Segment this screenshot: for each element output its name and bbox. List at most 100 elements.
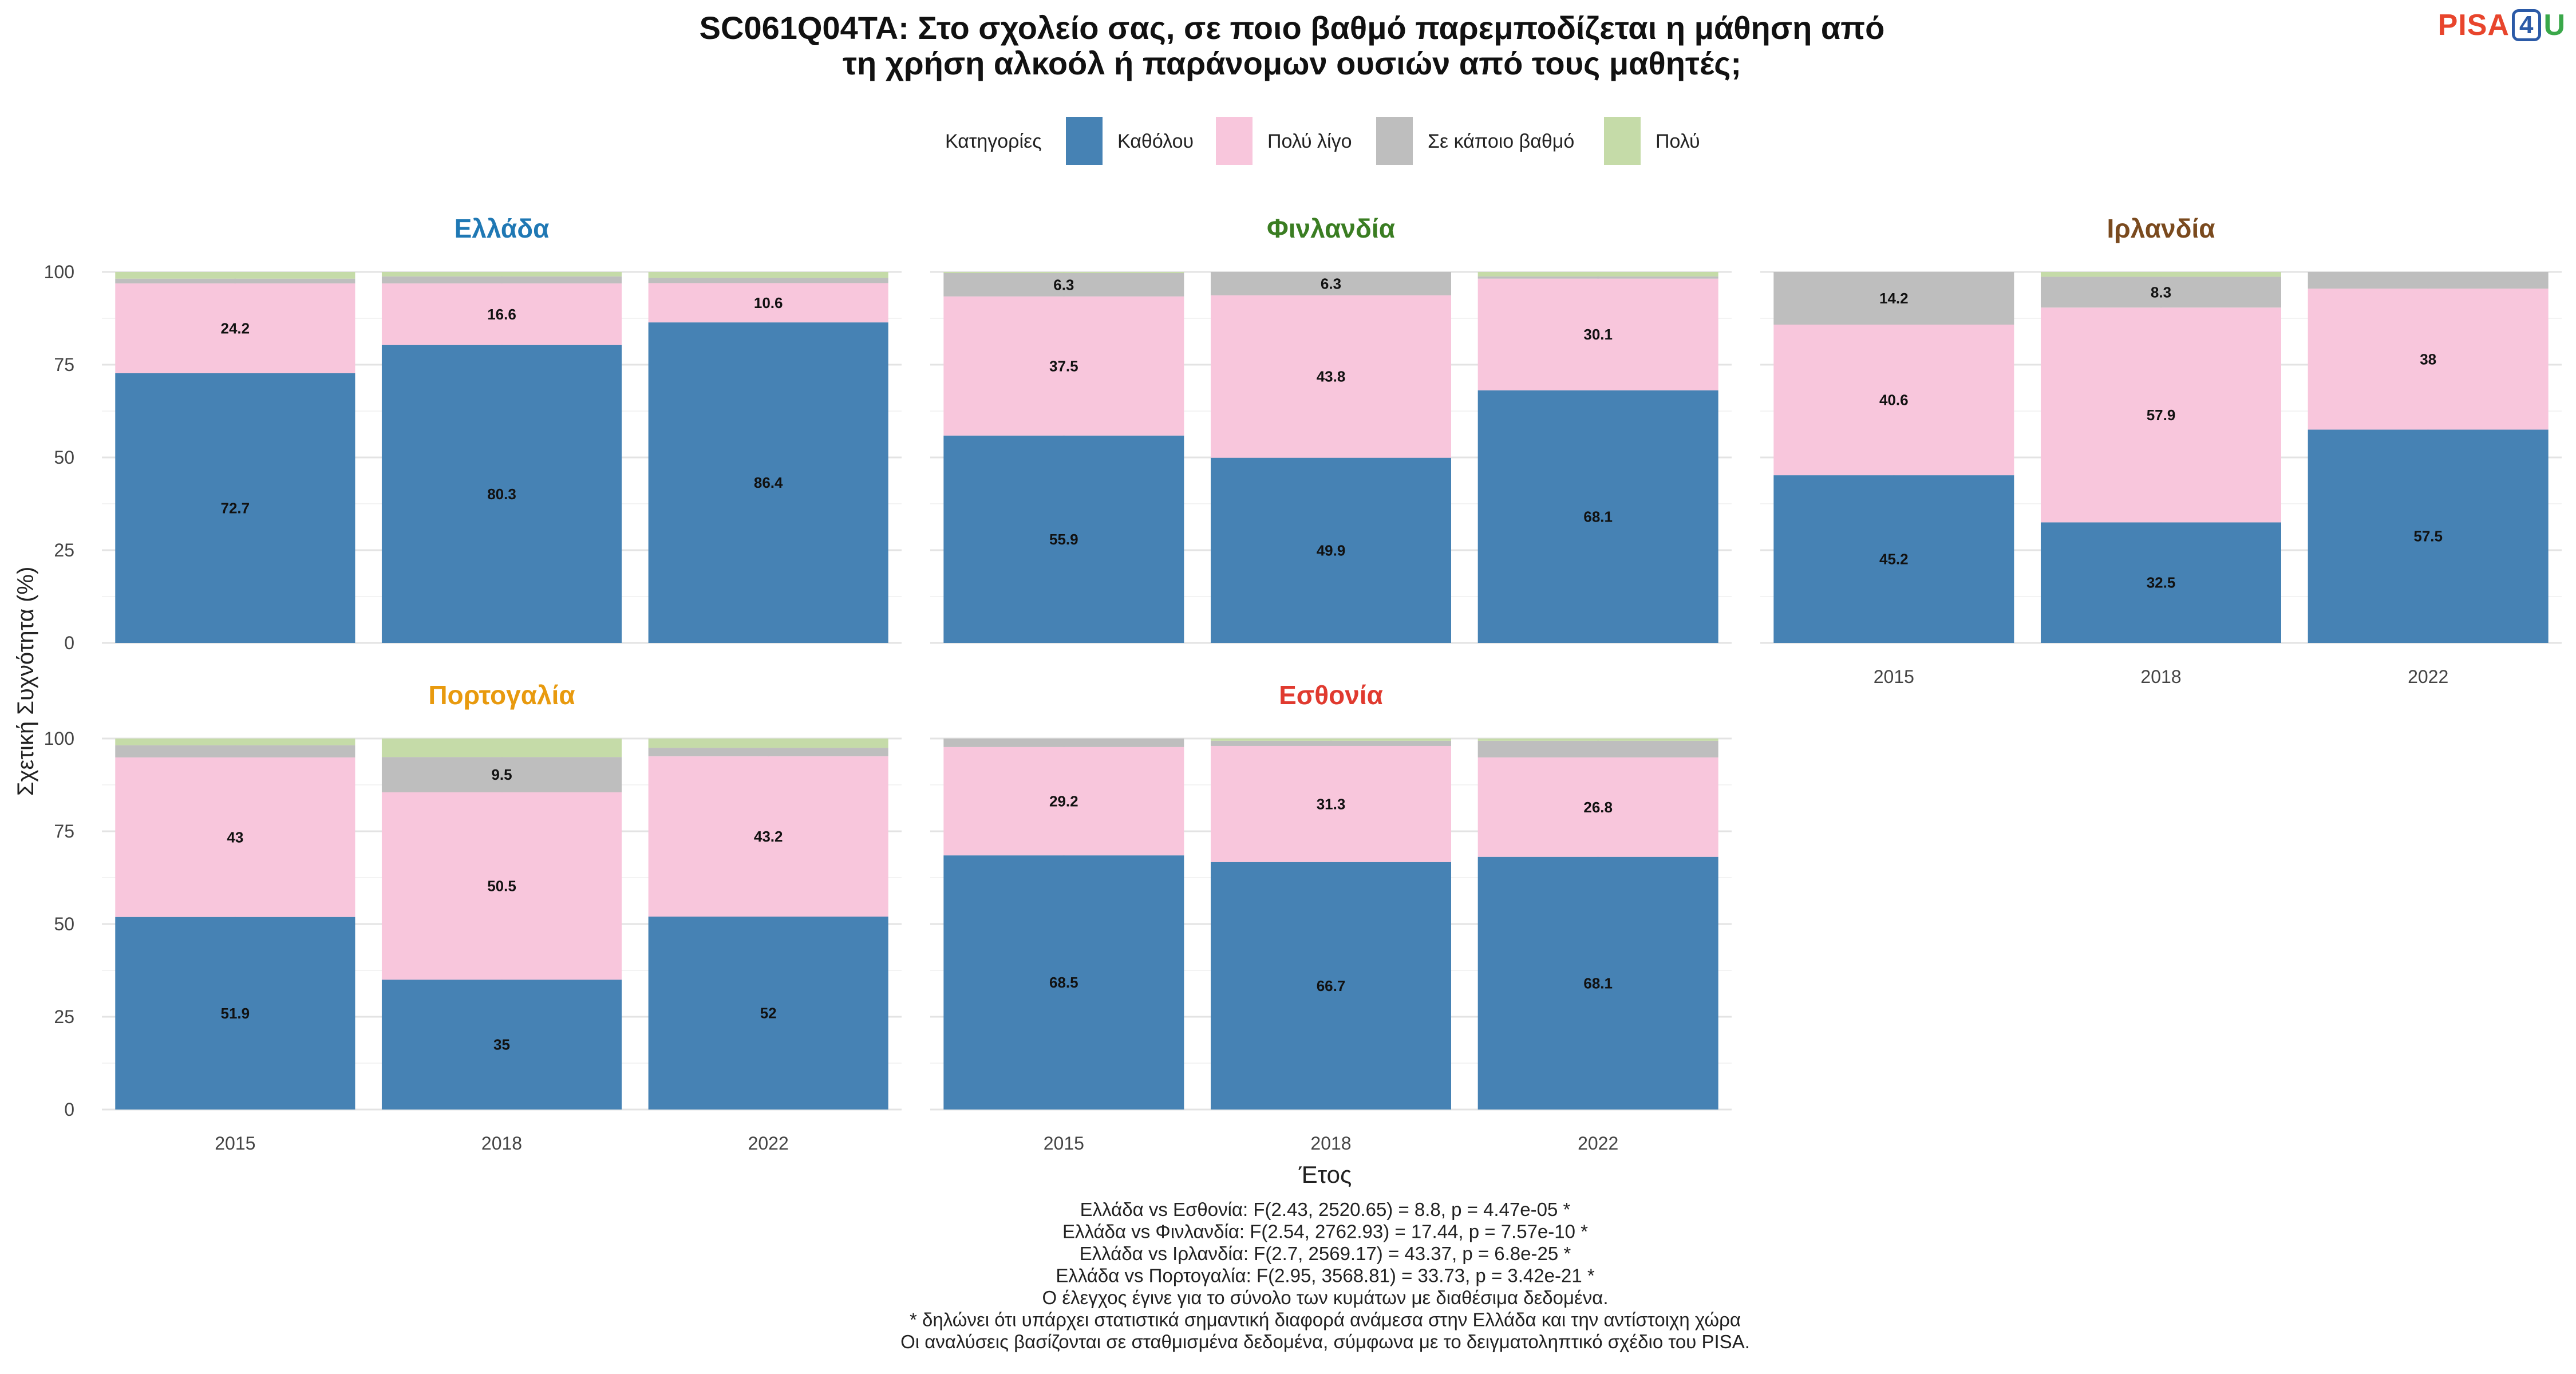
panel-title: Φινλανδία: [1267, 214, 1395, 243]
bar-segment: [2041, 307, 2281, 523]
bar-value-label: 66.7: [1317, 977, 1346, 994]
bar-segment: [115, 278, 355, 284]
chart-title-line-0: SC061Q04TA: Στο σχολείο σας, σε ποιο βαθ…: [700, 10, 1885, 46]
y-tick-label: 100: [44, 262, 74, 282]
bar-segment: [2308, 289, 2549, 430]
bar-value-label: 9.5: [491, 766, 512, 783]
bar-segment: [381, 276, 622, 284]
x-tick-label: 2015: [1044, 1133, 1084, 1154]
bar-segment: [1477, 757, 1718, 857]
bar-segment: [115, 757, 355, 917]
bar-segment: [1773, 272, 2014, 325]
bar-segment: [1477, 272, 1718, 277]
legend-swatch-3: [1604, 117, 1641, 165]
bar-value-label: 40.6: [1879, 392, 1909, 409]
bar-segment: [381, 739, 622, 757]
footnote-line-0: Ελλάδα vs Εσθονία: F(2.43, 2520.65) = 8.…: [1080, 1199, 1571, 1220]
footnote-line-6: Οι αναλύσεις βασίζονται σε σταθμισμένα δ…: [900, 1331, 1750, 1352]
pisa4u-logo: PISA 4 U: [2438, 8, 2566, 42]
footnote-line-3: Ελλάδα vs Πορτογαλία: F(2.95, 3568.81) =…: [1056, 1265, 1595, 1286]
y-tick-label: 50: [54, 914, 74, 934]
bar-segment: [115, 745, 355, 758]
y-axis-title: Σχετική Συχνότητα (%): [13, 567, 38, 796]
bar-value-label: 29.2: [1049, 793, 1078, 810]
bar-segment: [115, 283, 355, 373]
bar-value-label: 24.2: [221, 319, 250, 337]
bar-segment: [381, 792, 622, 980]
bar-segment: [115, 917, 355, 1110]
bar-segment: [115, 272, 355, 279]
bar-segment: [1211, 457, 1451, 643]
bar-value-label: 68.1: [1583, 508, 1613, 525]
bar-value-label: 43.8: [1317, 368, 1346, 385]
x-tick-label: 2018: [2140, 666, 2181, 687]
bar-value-label: 86.4: [754, 474, 783, 491]
bar-segment: [1477, 740, 1718, 758]
bar-segment: [943, 747, 1184, 856]
bar-value-label: 57.5: [2413, 528, 2443, 545]
y-tick-label: 50: [54, 447, 74, 468]
bar-segment: [381, 980, 622, 1110]
bar-value-label: 37.5: [1049, 357, 1078, 374]
bar-segment: [381, 345, 622, 643]
chart-title-line-1: τη χρήση αλκοόλ ή παράνομων ουσιών από τ…: [843, 45, 1741, 81]
bar-segment: [2308, 429, 2549, 643]
bar-value-label: 8.3: [2151, 283, 2171, 301]
legend-swatch-2: [1376, 117, 1413, 165]
bar-value-label: 6.3: [1053, 276, 1074, 293]
bar-value-label: 31.3: [1317, 795, 1346, 812]
bar-segment: [115, 373, 355, 643]
bar-segment: [1477, 856, 1718, 1110]
bar-segment: [648, 272, 888, 278]
bar-value-label: 26.8: [1583, 799, 1613, 816]
bar-segment: [648, 917, 888, 1110]
bar-segment: [1211, 272, 1451, 295]
bar-value-label: 43: [227, 828, 243, 846]
legend-label-3: Πολύ: [1656, 131, 1700, 152]
bar-segment: [943, 272, 1184, 273]
y-tick-label: 25: [54, 540, 74, 560]
logo-text-4: 4: [2511, 9, 2542, 41]
bar-segment: [943, 296, 1184, 436]
legend-label-0: Καθόλου: [1117, 131, 1194, 152]
bar-segment: [1773, 475, 2014, 643]
x-tick-label: 2018: [1310, 1133, 1351, 1154]
logo-text-pisa: PISA: [2437, 9, 2510, 42]
bar-segment: [2308, 272, 2549, 289]
bar-value-label: 32.5: [2147, 574, 2176, 591]
bar-segment: [381, 283, 622, 345]
bar-value-label: 57.9: [2147, 406, 2176, 424]
bar-value-label: 50.5: [487, 878, 516, 895]
footnote-line-5: * δηλώνει ότι υπάρχει στατιστικά σημαντι…: [910, 1309, 1741, 1330]
bar-value-label: 49.9: [1317, 542, 1346, 559]
bar-value-label: 10.6: [754, 294, 783, 311]
bar-segment: [1477, 276, 1718, 279]
bar-segment: [943, 855, 1184, 1110]
y-tick-label: 75: [54, 821, 74, 842]
bar-value-label: 43.2: [754, 828, 783, 845]
x-tick-label: 2022: [1578, 1133, 1618, 1154]
bar-value-label: 30.1: [1583, 326, 1613, 343]
bar-segment: [648, 748, 888, 757]
bar-value-label: 45.2: [1879, 551, 1909, 568]
x-tick-label: 2022: [748, 1133, 789, 1154]
bar-segment: [1211, 740, 1451, 746]
bar-segment: [943, 739, 1184, 747]
legend-title: Κατηγορίες: [945, 131, 1042, 152]
legend-label-1: Πολύ λίγο: [1267, 131, 1352, 152]
bar-value-label: 52: [760, 1005, 777, 1022]
y-tick-label: 100: [44, 728, 74, 749]
y-tick-label: 0: [64, 1099, 74, 1120]
bar-segment: [2041, 272, 2281, 277]
bar-segment: [1211, 745, 1451, 862]
bar-segment: [2041, 522, 2281, 643]
bar-segment: [381, 272, 622, 277]
panel-title: Ιρλανδία: [2107, 214, 2215, 243]
legend-label-2: Σε κάποιο βαθμό: [1428, 131, 1574, 152]
bar-segment: [1773, 325, 2014, 476]
bar-segment: [1211, 739, 1451, 741]
footnote-line-1: Ελλάδα vs Φινλανδία: F(2.54, 2762.93) = …: [1062, 1221, 1588, 1242]
bar-value-label: 80.3: [487, 485, 516, 503]
bar-value-label: 16.6: [487, 306, 516, 323]
bar-segment: [1211, 862, 1451, 1110]
